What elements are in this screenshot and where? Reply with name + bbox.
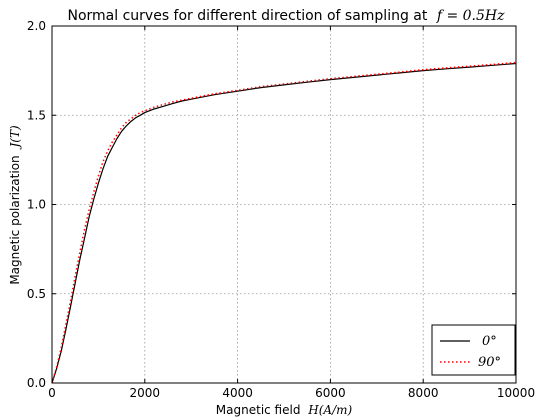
ticks: [51, 25, 517, 384]
legend-label-0: 0°: [482, 334, 497, 349]
x-tick-label: 0: [48, 386, 56, 400]
y-axis-label-math: J(T): [8, 125, 22, 150]
legend: 0° 90°: [431, 324, 516, 376]
chart-title-text: Normal curves for different direction of…: [67, 8, 427, 24]
y-tick-label: 1.5: [27, 108, 46, 122]
y-tick-label: 2.0: [27, 19, 46, 33]
chart-title: Normal curves for different direction of…: [67, 8, 505, 24]
y-axis-label-text: Magnetic polarization: [8, 155, 22, 284]
x-tick-label: 4000: [222, 386, 253, 400]
x-tick-label: 10000: [497, 386, 535, 400]
x-axis-label: Magnetic field H(A/m): [216, 403, 353, 417]
x-tick-label: 6000: [315, 386, 346, 400]
x-axis-label-text: Magnetic field: [216, 403, 301, 417]
series-group: [51, 61, 517, 384]
x-tick-label: 2000: [130, 386, 161, 400]
y-tick-label: 0.5: [27, 287, 46, 301]
legend-box: [431, 324, 516, 376]
series-line-1: [51, 61, 517, 384]
legend-label-1: 90°: [478, 355, 501, 370]
y-tick-label: 0.0: [27, 376, 46, 390]
y-tick-labels: 0.0 0.5 1.0 1.5 2.0: [27, 19, 46, 390]
chart-title-math: f = 0.5Hz: [436, 8, 505, 24]
x-axis-label-math: H(A/m): [307, 403, 352, 417]
x-tick-labels: 0 2000 4000 6000 8000 10000: [48, 386, 535, 400]
y-tick-label: 1.0: [27, 198, 46, 212]
series-line-0: [51, 62, 517, 384]
grid: [52, 26, 516, 383]
x-tick-label: 8000: [408, 386, 439, 400]
y-axis-label: Magnetic polarization J(T): [8, 125, 22, 285]
